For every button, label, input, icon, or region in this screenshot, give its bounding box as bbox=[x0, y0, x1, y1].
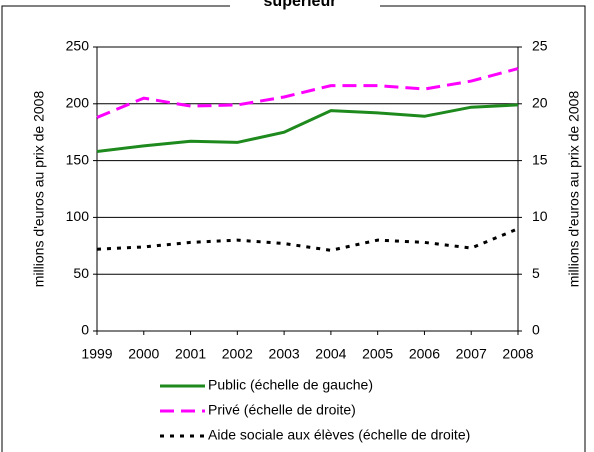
y-axis-label: millions d'euros au prix de 2008 bbox=[31, 91, 47, 288]
title-backdrop bbox=[230, 0, 380, 10]
x-tick-label: 2000 bbox=[128, 346, 159, 362]
x-tick-label: 2007 bbox=[456, 346, 487, 362]
y-tick-label: 50 bbox=[73, 265, 89, 281]
y-tick-label: 200 bbox=[66, 95, 90, 111]
y2-tick-label: 10 bbox=[532, 208, 548, 224]
series-line bbox=[96, 67, 519, 119]
y-tick-label: 150 bbox=[66, 151, 90, 167]
x-tick-label: 2005 bbox=[362, 346, 393, 362]
legend-label: Aide sociale aux élèves (échelle de droi… bbox=[208, 427, 470, 443]
y2-tick-label: 5 bbox=[532, 265, 540, 281]
x-tick-label: 2008 bbox=[502, 346, 533, 362]
y2-tick-label: 25 bbox=[532, 38, 548, 54]
y2-tick-label: 15 bbox=[532, 151, 548, 167]
y2-tick-label: 20 bbox=[532, 95, 548, 111]
x-tick-label: 2006 bbox=[409, 346, 440, 362]
chart-title: supérieur bbox=[264, 0, 337, 10]
y2-axis-label: millions d'euros au prix de 2008 bbox=[566, 91, 582, 288]
y-tick-label: 0 bbox=[81, 322, 89, 338]
series-line bbox=[96, 103, 519, 154]
legend-label: Public (échelle de gauche) bbox=[208, 377, 373, 393]
y2-tick-label: 0 bbox=[532, 322, 540, 338]
x-tick-label: 2003 bbox=[269, 346, 300, 362]
y-tick-label: 100 bbox=[66, 208, 90, 224]
x-tick-label: 2001 bbox=[175, 346, 206, 362]
legend-label: Privé (échelle de droite) bbox=[208, 402, 356, 418]
x-tick-label: 2002 bbox=[222, 346, 253, 362]
x-tick-label: 1999 bbox=[81, 346, 112, 362]
y-tick-label: 250 bbox=[66, 38, 90, 54]
series-line bbox=[96, 227, 519, 252]
x-tick-label: 2004 bbox=[315, 346, 346, 362]
